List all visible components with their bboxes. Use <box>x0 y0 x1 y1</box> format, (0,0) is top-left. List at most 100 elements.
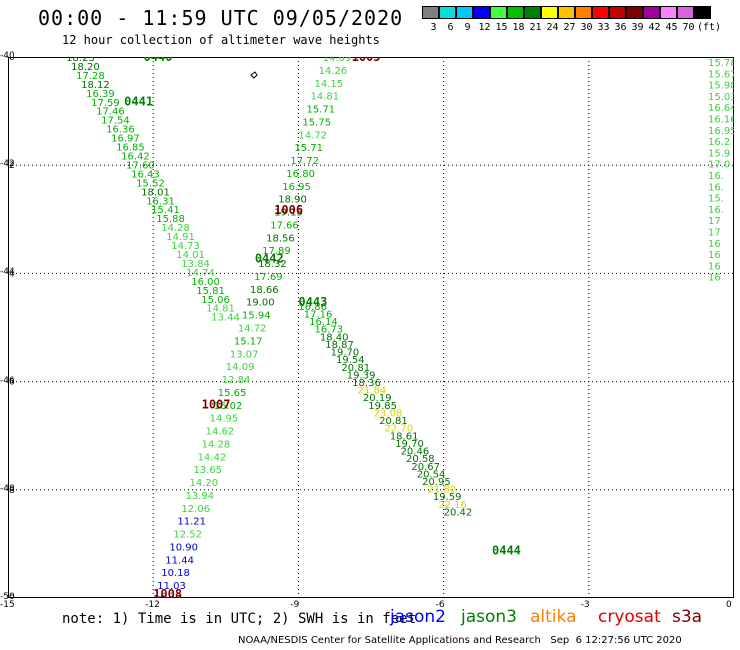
wave-height-value: 14.72 <box>298 130 327 141</box>
wave-height-value: 16.39 <box>86 89 115 100</box>
rev-number: 1007 <box>202 398 231 412</box>
rev-number: 1005 <box>352 57 381 64</box>
edge-wave-value: 15.03 <box>708 92 734 103</box>
scale-swatch <box>473 6 490 19</box>
legend-s3a: s3a <box>672 607 703 627</box>
rev-number: 0442 <box>255 252 284 266</box>
wave-height-value: 16.14 <box>309 317 338 328</box>
wave-height-value: 17.46 <box>96 107 125 118</box>
wave-height-value: 19.15 <box>274 208 303 219</box>
edge-wave-value: 15.98 <box>708 81 734 92</box>
wave-height-value: 17.69 <box>254 272 283 283</box>
wave-height-value: 19.59 <box>433 492 462 503</box>
wave-height-value: 16.00 <box>191 277 220 288</box>
edge-wave-value: 16. <box>708 182 724 193</box>
wave-height-value: 20.81 <box>379 416 408 427</box>
wave-height-value: 20.81 <box>341 363 370 374</box>
wave-height-value: 18.36 <box>352 378 381 389</box>
wave-height-value: 19.39 <box>347 370 376 381</box>
scale-swatch <box>694 6 711 19</box>
wave-height-value: 16.95 <box>282 182 311 193</box>
island-outline <box>250 71 258 79</box>
legend-cryosat: cryosat <box>598 607 661 627</box>
wave-height-value: 14.81 <box>206 304 235 315</box>
wave-height-value: 14.73 <box>171 241 200 252</box>
scale-label: 21 <box>529 22 542 33</box>
wave-height-value: 19.70 <box>395 439 424 450</box>
wave-height-value: 16.42 <box>121 151 150 162</box>
wave-height-value: 20.58 <box>406 454 435 465</box>
scale-label: 30 <box>580 22 593 33</box>
edge-wave-value: 16.16 <box>708 115 734 126</box>
scale-swatch <box>626 6 643 19</box>
wave-height-value: 20.95 <box>422 477 451 488</box>
wave-height-value: 15.06 <box>201 295 230 306</box>
lat-tick-label: -44 <box>8 269 15 279</box>
page-title: 00:00 - 11:59 UTC 09/05/2020 <box>38 6 404 30</box>
footer-credit: NOAA/NESDIS Center for Satellite Applica… <box>238 635 682 646</box>
wave-height-value: 15.94 <box>242 311 271 322</box>
wave-height-value: 19.70 <box>331 348 360 359</box>
edge-wave-value: 16 <box>708 250 721 261</box>
wave-height-value: 17.54 <box>101 116 130 127</box>
edge-wave-value: 15.78 <box>708 58 734 69</box>
page-subtitle: 12 hour collection of altimeter wave hei… <box>62 33 380 47</box>
rev-number: 0440 <box>144 57 173 64</box>
lat-tick-label: -40 <box>8 57 15 63</box>
wave-height-value: 20.42 <box>444 507 473 518</box>
scale-swatch <box>660 6 677 19</box>
edge-wave-value: 16.64 <box>708 103 734 114</box>
wave-height-value: 18.32 <box>258 259 287 270</box>
scale-label: 18 <box>512 22 525 33</box>
wave-height-value: 19.00 <box>246 298 275 309</box>
wave-height-value: 14.81 <box>311 92 340 103</box>
wave-height-value: 11.03 <box>157 581 186 592</box>
lat-tick-label: -42 <box>8 161 15 171</box>
wave-height-value: 14.20 <box>190 478 219 489</box>
wave-height-value: 14.69 <box>323 57 352 64</box>
wave-height-value: 11.44 <box>165 555 194 566</box>
scale-swatch <box>456 6 473 19</box>
scale-swatch <box>490 6 507 19</box>
wave-height-value: 13.94 <box>185 491 214 502</box>
wave-height-value: 16.86 <box>298 302 327 313</box>
wave-height-value: 16.43 <box>131 169 160 180</box>
wave-height-value: 18.12 <box>81 80 110 91</box>
credit-text: NOAA/NESDIS Center for Satellite Applica… <box>238 635 541 646</box>
wave-height-value: 20.19 <box>363 393 392 404</box>
wave-height-value: 12.52 <box>173 530 202 541</box>
edge-wave-value: 15.67 <box>708 69 734 80</box>
wave-height-value: 22.70 <box>384 424 413 435</box>
scale-label: 39 <box>631 22 644 33</box>
wave-height-value: 15.71 <box>306 105 335 116</box>
lon-tick-label: -3 <box>580 600 590 610</box>
wave-height-value: 14.15 <box>315 79 344 90</box>
edge-wave-value: 15. <box>708 194 724 205</box>
wave-height-value: 21.84 <box>358 386 387 397</box>
wave-height-value: 20.54 <box>417 469 446 480</box>
wave-height-value: 15.41 <box>151 205 180 216</box>
wave-height-value: 21.80 <box>427 485 456 496</box>
scale-label: 27 <box>563 22 576 33</box>
wave-height-value: 16.85 <box>116 143 145 154</box>
lon-tick-label: -9 <box>290 600 300 610</box>
map-frame <box>8 57 734 598</box>
edge-wave-value: 15.9 <box>708 148 730 159</box>
scale-label: 24 <box>546 22 559 33</box>
wave-height-value: 18.66 <box>250 285 279 296</box>
wave-height-value: 16.36 <box>106 125 135 136</box>
scale-swatch <box>677 6 694 19</box>
rev-number: 1008 <box>153 587 182 598</box>
wave-height-value: 20.67 <box>411 462 440 473</box>
wave-height-value: 18.56 <box>266 233 295 244</box>
wave-height-value: 18.90 <box>278 195 307 206</box>
wave-height-value: 15.52 <box>136 178 165 189</box>
wave-height-map: 18.2318.2017.2818.1216.3917.5917.4617.54… <box>8 57 734 598</box>
wave-height-value: 23.08 <box>374 408 403 419</box>
color-scale-labels: 3 6 9 12 15 18 21 24 27 30 33 36 39 42 45 70 (ft) <box>425 22 721 33</box>
wave-height-value: 19.85 <box>368 401 397 412</box>
edge-wave-value: 16. <box>708 171 724 182</box>
wave-height-value: 11.21 <box>177 517 206 528</box>
scale-swatch <box>643 6 660 19</box>
lat-tick-label: -50 <box>8 594 15 598</box>
